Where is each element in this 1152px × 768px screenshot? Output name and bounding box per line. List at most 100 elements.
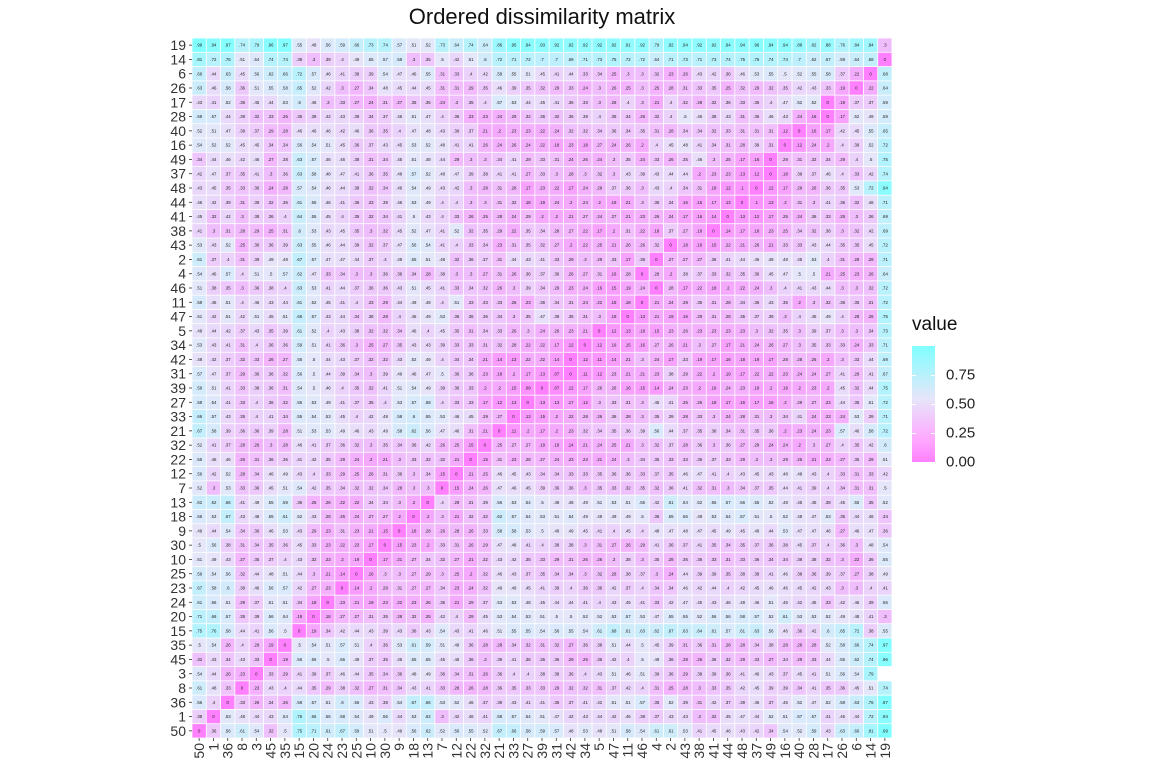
cell-value-label: .53 <box>310 286 317 291</box>
cell-value-label: .23 <box>810 386 817 391</box>
cell-value-label: .12 <box>725 186 732 191</box>
cell-value-label: .12 <box>568 386 575 391</box>
cell-value-label: .51 <box>253 86 260 91</box>
cell-value-label: .45 <box>725 714 732 719</box>
cell-value-label: .51 <box>325 643 332 648</box>
cell-value-label: .37 <box>839 71 846 76</box>
heatmap-cell-6-32 <box>478 66 492 81</box>
cell-value-label: .44 <box>568 600 575 605</box>
heatmap-cell-6-35 <box>278 66 292 81</box>
cell-value-label: .43 <box>810 286 817 291</box>
heatmap-cell-40-10 <box>363 124 378 138</box>
y-tick-label-28: 28 <box>170 109 186 125</box>
cell-value-label: .49 <box>353 57 360 62</box>
cell-value-label: .41 <box>482 714 489 719</box>
cell-value-label: .36 <box>610 471 617 476</box>
heatmap-cell-26-33 <box>506 81 521 95</box>
cell-value-label: .75 <box>882 314 889 319</box>
cell-value-label: .29 <box>253 228 260 233</box>
cell-value-label: .45 <box>268 486 275 491</box>
cell-value-label: .24 <box>768 443 775 448</box>
cell-value-label: .19 <box>625 286 632 291</box>
cell-value-label: .3 <box>626 71 630 76</box>
cell-value-label: .35 <box>539 571 546 576</box>
cell-value-label: .18 <box>410 528 417 533</box>
cell-value-label: .4 <box>854 157 858 162</box>
cell-value-label: .4 <box>254 343 258 348</box>
cell-value-label: .54 <box>282 614 289 619</box>
cell-value-label: .37 <box>325 443 332 448</box>
cell-value-label: .57 <box>839 428 846 433</box>
cell-value-label: .54 <box>196 271 203 276</box>
cell-value-label: .53 <box>753 71 760 76</box>
cell-value-label: .52 <box>796 728 803 733</box>
cell-value-label: .56 <box>296 143 303 148</box>
heatmap-cell-40-50 <box>192 124 206 138</box>
cell-value-label: .41 <box>339 71 346 76</box>
cell-value-label: .64 <box>882 86 889 91</box>
cell-value-label: .33 <box>496 300 503 305</box>
cell-value-label: .38 <box>596 643 603 648</box>
cell-value-label: .49 <box>425 200 432 205</box>
cell-value-label: .35 <box>839 186 846 191</box>
cell-value-label: .42 <box>839 600 846 605</box>
cell-value-label: .36 <box>753 300 760 305</box>
cell-value-label: .21 <box>768 243 775 248</box>
cell-value-label: 0 <box>827 114 830 119</box>
cell-value-label: .66 <box>310 714 317 719</box>
cell-value-label: .43 <box>439 186 446 191</box>
cell-value-label: .29 <box>796 657 803 662</box>
cell-value-label: .34 <box>596 128 603 133</box>
cell-value-label: .36 <box>668 657 675 662</box>
cell-value-label: .17 <box>710 357 717 362</box>
heatmap-cell-28-39 <box>535 109 549 124</box>
cell-value-label: .31 <box>382 471 389 476</box>
cell-value-label: .35 <box>739 543 746 548</box>
cell-value-label: .34 <box>468 286 475 291</box>
cell-value-label: .41 <box>639 600 646 605</box>
cell-value-label: .53 <box>510 600 517 605</box>
cell-value-label: .29 <box>596 257 603 262</box>
cell-value-label: .5 <box>326 657 330 662</box>
cell-value-label: .2 <box>597 200 601 205</box>
cell-value-label: .27 <box>825 443 832 448</box>
cell-value-label: .39 <box>796 171 803 176</box>
cell-value-label: .33 <box>482 300 489 305</box>
cell-value-label: .39 <box>310 671 317 676</box>
cell-value-label: .34 <box>410 271 417 276</box>
cell-value-label: .48 <box>382 414 389 419</box>
cell-value-label: .24 <box>610 143 617 148</box>
heatmap-cell-6-50 <box>192 66 206 81</box>
cell-value-label: .61 <box>710 628 717 633</box>
cell-value-label: .18 <box>582 143 589 148</box>
cell-value-label: .35 <box>825 686 832 691</box>
heatmap-cell-14-37 <box>749 52 764 67</box>
cell-value-label: .14 <box>353 586 360 591</box>
cell-value-label: .35 <box>739 271 746 276</box>
heatmap-cell-14-49 <box>763 52 778 67</box>
heatmap-cell-14-33 <box>506 52 521 67</box>
cell-value-label: .49 <box>253 500 260 505</box>
cell-value-label: .14 <box>553 357 560 362</box>
cell-value-label: .36 <box>368 128 375 133</box>
cell-value-label: .5 <box>312 357 316 362</box>
heatmap-cell-26-42 <box>563 81 578 95</box>
cell-value-label: .27 <box>582 271 589 276</box>
cell-value-label: .57 <box>196 371 203 376</box>
cell-value-label: .21 <box>482 428 489 433</box>
cell-value-label: .24 <box>582 86 589 91</box>
cell-value-label: .35 <box>782 86 789 91</box>
heatmap-cell-19-15 <box>292 38 306 52</box>
heatmap-cell-17-11 <box>620 95 635 110</box>
cell-value-label: .35 <box>525 86 532 91</box>
cell-value-label: .65 <box>839 628 846 633</box>
cell-value-label: .23 <box>568 328 575 333</box>
cell-value-label: .51 <box>282 571 289 576</box>
cell-value-label: .15 <box>610 300 617 305</box>
cell-value-label: .33 <box>568 86 575 91</box>
cell-value-label: .22 <box>582 243 589 248</box>
cell-value-label: .12 <box>753 171 760 176</box>
cell-value-label: .21 <box>453 514 460 519</box>
cell-value-label: .45 <box>625 600 632 605</box>
y-tick-label-19: 19 <box>170 37 186 53</box>
